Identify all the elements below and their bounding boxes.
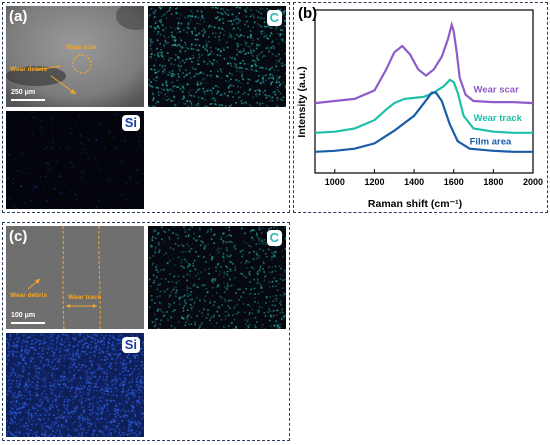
panel-label-b: (b) [298,5,317,22]
series-label: Wear scar [474,85,520,96]
x-tick-label: 1600 [444,177,464,187]
scale-bar-label-a: 250 μm [11,89,36,96]
sem-image-c: Wear debris Wear track 100 μm [6,226,144,329]
annotation-wear-scar-a: Wear scar [66,44,97,51]
element-badge-si-c: Si [121,337,140,353]
annotation-wear-debris-a: Wear debris [10,66,48,73]
x-tick-label: 2000 [523,177,543,187]
element-badge-c-a: C [266,10,282,26]
panel-a-frame [2,2,290,213]
x-tick-label: 1400 [404,177,424,187]
x-tick-label: 1000 [325,177,345,187]
x-tick-label: 1800 [483,177,503,187]
silicon-map-a: Si [6,111,144,209]
raman-chart: (b) 1000 1200 1400 1600 1800 2000 Wear scar Wea… [296,5,543,210]
panel-b-frame [293,2,548,213]
x-tick-label: 1200 [364,177,384,187]
sem-image-a: Wear scar Wear debris 250 μm [6,6,144,107]
y-axis-label: Intensity (a.u.) [296,66,308,137]
carbon-map-c: C [148,226,286,329]
wear-scar-circle [72,54,92,74]
series-label: Film area [470,136,512,147]
element-badge-si-a: Si [121,115,140,131]
panel-c-frame [2,222,290,441]
silicon-map-c: Si [6,333,144,437]
x-axis-label: Raman shift (cm⁻¹) [368,198,462,210]
scale-bar-a [11,99,45,101]
panel-label-c: (c) [9,228,28,245]
annotation-wear-debris-c: Wear debris [10,292,48,299]
panel-label-a: (a) [9,8,28,25]
element-badge-c-c: C [266,230,282,246]
plot-frame [314,9,534,174]
series-line-film-area [314,91,533,153]
annotation-wear-track-c: Wear track [68,294,102,301]
carbon-map-a: C [148,6,286,107]
scale-bar-c [11,322,45,324]
scale-bar-label-c: 100 μm [11,312,36,319]
series-line-wear-scar [314,20,534,105]
series-label: Wear track [474,113,523,124]
